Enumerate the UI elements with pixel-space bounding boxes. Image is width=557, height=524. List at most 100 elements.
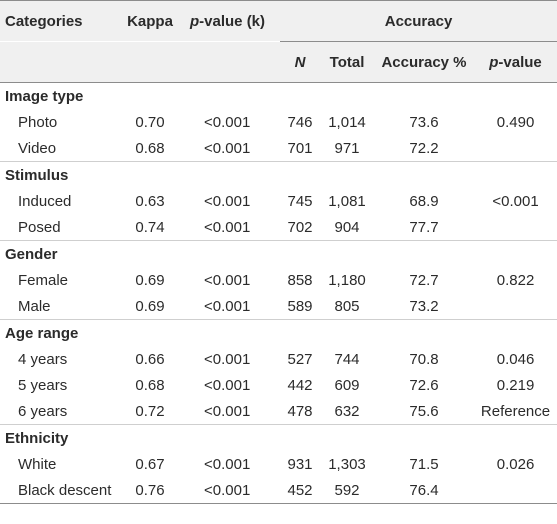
pvalue-k-cell: <0.001 bbox=[204, 113, 251, 131]
pvalue-cell: 0.822 bbox=[496, 271, 535, 289]
accuracy-cell: 77.7 bbox=[409, 218, 439, 236]
section-title: Ethnicity bbox=[0, 424, 557, 451]
accuracy-cell: 73.6 bbox=[409, 113, 439, 131]
pvalue-cell bbox=[474, 135, 557, 162]
total-cell: 971 bbox=[334, 139, 360, 157]
pvalue-k-cell: <0.001 bbox=[204, 139, 251, 157]
total-cell: 1,180 bbox=[328, 271, 366, 289]
pvalue-k-cell: <0.001 bbox=[204, 271, 251, 289]
pvalue-cell: 0.490 bbox=[496, 113, 535, 131]
kappa-cell: 0.66 bbox=[135, 350, 165, 368]
section-title: Age range bbox=[0, 319, 557, 346]
total-cell: 1,081 bbox=[328, 192, 366, 210]
n-cell: 589 bbox=[287, 297, 313, 315]
kappa-cell: 0.69 bbox=[135, 271, 165, 289]
accuracy-cell: 76.4 bbox=[374, 477, 474, 504]
n-cell: 931 bbox=[287, 455, 313, 473]
total-cell: 609 bbox=[334, 376, 360, 394]
total-cell: 805 bbox=[334, 297, 360, 315]
table-row: 4 years 0.66 <0.001 527 744 70.8 0.046 bbox=[0, 346, 557, 372]
pvalue-k-cell: <0.001 bbox=[204, 376, 251, 394]
section-title: Image type bbox=[0, 82, 557, 109]
accuracy-cell: 73.2 bbox=[409, 297, 439, 315]
kappa-cell: 0.63 bbox=[135, 192, 165, 210]
header-pvalue: p-value bbox=[474, 41, 557, 83]
table-row: Photo 0.70 <0.001 746 1,014 73.6 0.490 bbox=[0, 109, 557, 135]
n-cell: 452 bbox=[280, 477, 320, 504]
row-label: Black descent bbox=[0, 477, 118, 504]
table-row: Posed 0.74 <0.001 702 904 77.7 bbox=[0, 214, 557, 241]
row-label: White bbox=[18, 455, 57, 473]
pvalue-cell: 0.046 bbox=[496, 350, 535, 368]
table-row: Black descent 0.76 <0.001 452 592 76.4 bbox=[0, 477, 557, 504]
total-cell: 1,303 bbox=[328, 455, 366, 473]
section-title: Gender bbox=[0, 240, 557, 267]
row-label: Posed bbox=[18, 218, 61, 236]
results-table: Categories Kappa p-value (k) Accuracy N … bbox=[0, 0, 557, 504]
header-kappa: Kappa bbox=[118, 0, 182, 42]
pvalue-k-cell: <0.001 bbox=[204, 218, 251, 236]
table-row: Video 0.68 <0.001 701 971 72.2 bbox=[0, 135, 557, 162]
header-accuracy: Accuracy bbox=[280, 0, 557, 42]
pvalue-k-cell: <0.001 bbox=[204, 192, 251, 210]
row-label: 6 years bbox=[18, 402, 68, 420]
total-cell: 744 bbox=[334, 350, 360, 368]
row-label: Video bbox=[18, 139, 57, 157]
n-cell: 746 bbox=[287, 113, 313, 131]
pvalue-cell bbox=[474, 293, 557, 320]
total-cell: 1,014 bbox=[328, 113, 366, 131]
pvalue-cell bbox=[474, 477, 557, 504]
row-label: Induced bbox=[18, 192, 72, 210]
pvalue-cell: 0.219 bbox=[496, 376, 535, 394]
table-row: Induced 0.63 <0.001 745 1,081 68.9 <0.001 bbox=[0, 188, 557, 214]
row-label: 4 years bbox=[18, 350, 68, 368]
n-cell: 702 bbox=[287, 218, 313, 236]
header-accuracy-pct: Accuracy % bbox=[374, 41, 474, 83]
total-cell: 904 bbox=[334, 218, 360, 236]
accuracy-cell: 72.7 bbox=[409, 271, 439, 289]
row-label: Female bbox=[18, 271, 69, 289]
row-label: 5 years bbox=[18, 376, 68, 394]
section-row: Gender bbox=[0, 240, 557, 267]
header-row-sub: N Total Accuracy % p-value bbox=[0, 41, 557, 83]
n-cell: 701 bbox=[287, 139, 313, 157]
n-cell: 527 bbox=[287, 350, 313, 368]
n-cell: 858 bbox=[287, 271, 313, 289]
table-row: 6 years 0.72 <0.001 478 632 75.6 Reference bbox=[0, 398, 557, 425]
header-pvalue-k: p-value (k) bbox=[182, 0, 280, 42]
accuracy-cell: 68.9 bbox=[409, 192, 439, 210]
total-cell: 632 bbox=[334, 402, 360, 420]
header-n: N bbox=[280, 41, 320, 83]
header-categories: Categories bbox=[0, 0, 118, 42]
kappa-cell: 0.68 bbox=[135, 376, 165, 394]
section-row: Ethnicity bbox=[0, 424, 557, 451]
accuracy-cell: 71.5 bbox=[409, 455, 439, 473]
n-cell: 478 bbox=[287, 402, 313, 420]
accuracy-cell: 75.6 bbox=[409, 402, 439, 420]
kappa-cell: 0.76 bbox=[118, 477, 182, 504]
table-row: White 0.67 <0.001 931 1,303 71.5 0.026 bbox=[0, 451, 557, 477]
n-cell: 745 bbox=[287, 192, 313, 210]
kappa-cell: 0.68 bbox=[135, 139, 165, 157]
pvalue-k-cell: <0.001 bbox=[182, 477, 280, 504]
section-row: Stimulus bbox=[0, 161, 557, 188]
header-row-top: Categories Kappa p-value (k) Accuracy bbox=[0, 0, 557, 42]
table-row: 5 years 0.68 <0.001 442 609 72.6 0.219 bbox=[0, 372, 557, 398]
kappa-cell: 0.70 bbox=[135, 113, 165, 131]
pvalue-k-cell: <0.001 bbox=[204, 402, 251, 420]
section-title: Stimulus bbox=[0, 161, 557, 188]
section-row: Image type bbox=[0, 82, 557, 109]
pvalue-k-cell: <0.001 bbox=[204, 350, 251, 368]
accuracy-cell: 72.6 bbox=[409, 376, 439, 394]
section-row: Age range bbox=[0, 319, 557, 346]
accuracy-cell: 70.8 bbox=[409, 350, 439, 368]
kappa-cell: 0.74 bbox=[135, 218, 165, 236]
kappa-cell: 0.72 bbox=[135, 402, 165, 420]
accuracy-cell: 72.2 bbox=[409, 139, 439, 157]
kappa-cell: 0.69 bbox=[135, 297, 165, 315]
table-row: Male 0.69 <0.001 589 805 73.2 bbox=[0, 293, 557, 320]
pvalue-cell: Reference bbox=[480, 402, 551, 420]
row-label: Photo bbox=[18, 113, 58, 131]
row-label: Male bbox=[18, 297, 51, 315]
header-total: Total bbox=[320, 41, 374, 83]
